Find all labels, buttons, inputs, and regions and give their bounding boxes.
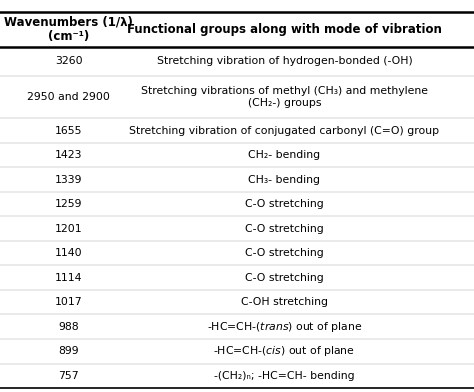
Text: 1655: 1655 bbox=[55, 125, 82, 136]
Text: 1423: 1423 bbox=[55, 150, 82, 160]
Text: Wavenumbers (1/λ)
(cm⁻¹): Wavenumbers (1/λ) (cm⁻¹) bbox=[4, 15, 133, 44]
Text: Stretching vibration of conjugated carbonyl (C=O) group: Stretching vibration of conjugated carbo… bbox=[129, 125, 439, 136]
Text: 1114: 1114 bbox=[55, 273, 82, 283]
Text: C-O stretching: C-O stretching bbox=[245, 248, 324, 258]
Text: CH₂- bending: CH₂- bending bbox=[248, 150, 320, 160]
Text: Functional groups along with mode of vibration: Functional groups along with mode of vib… bbox=[127, 23, 442, 36]
Text: -(CH₂)ₙ; -HC=CH- bending: -(CH₂)ₙ; -HC=CH- bending bbox=[214, 371, 355, 381]
Text: C-O stretching: C-O stretching bbox=[245, 273, 324, 283]
Text: 1140: 1140 bbox=[55, 248, 82, 258]
Text: 988: 988 bbox=[58, 322, 79, 332]
Text: 757: 757 bbox=[58, 371, 79, 381]
Text: 1017: 1017 bbox=[55, 297, 82, 307]
Text: 3260: 3260 bbox=[55, 56, 82, 66]
Text: 2950 and 2900: 2950 and 2900 bbox=[27, 92, 110, 102]
Text: C-O stretching: C-O stretching bbox=[245, 199, 324, 209]
Text: Stretching vibration of hydrogen-bonded (-OH): Stretching vibration of hydrogen-bonded … bbox=[156, 56, 412, 66]
Text: -HC=CH-($\it{cis}$) out of plane: -HC=CH-($\it{cis}$) out of plane bbox=[213, 344, 356, 358]
Text: C-O stretching: C-O stretching bbox=[245, 224, 324, 234]
Text: 1259: 1259 bbox=[55, 199, 82, 209]
Text: 899: 899 bbox=[58, 346, 79, 356]
Text: C-OH stretching: C-OH stretching bbox=[241, 297, 328, 307]
Text: Stretching vibrations of methyl (CH₃) and methylene
(CH₂-) groups: Stretching vibrations of methyl (CH₃) an… bbox=[141, 86, 428, 108]
Text: 1201: 1201 bbox=[55, 224, 82, 234]
Text: CH₃- bending: CH₃- bending bbox=[248, 174, 320, 185]
Text: 1339: 1339 bbox=[55, 174, 82, 185]
Text: -HC=CH-($\it{trans}$) out of plane: -HC=CH-($\it{trans}$) out of plane bbox=[207, 320, 362, 334]
